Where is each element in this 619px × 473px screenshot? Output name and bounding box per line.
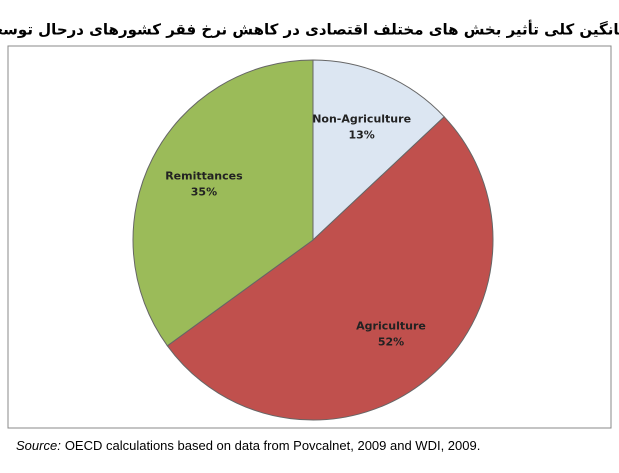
slice-value-label: 13% [348, 129, 374, 142]
slice-label: Non-Agriculture [312, 113, 411, 126]
slice-value-label: 52% [378, 335, 404, 348]
slice-value-label: 35% [191, 185, 217, 198]
source-label: Source: [16, 438, 61, 453]
slice-label: Remittances [165, 169, 243, 182]
chart-title: میانگین کلی تأثیر بخش های مختلف اقتصادی … [0, 20, 619, 39]
slice-label: Agriculture [356, 319, 426, 332]
pie-slice [166, 116, 494, 421]
pie-slice [132, 59, 314, 347]
pie-slice [312, 59, 445, 242]
source: Source: OECD calculations based on data f… [16, 438, 480, 453]
source-text: OECD calculations based on data from Pov… [65, 438, 481, 453]
